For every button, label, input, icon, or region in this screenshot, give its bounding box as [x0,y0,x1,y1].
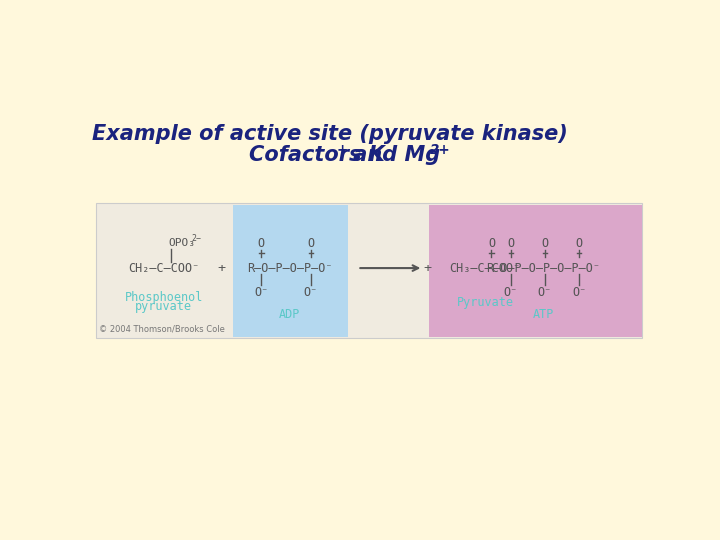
Text: +: + [336,143,348,157]
Text: and Mg: and Mg [346,145,440,165]
Text: +: + [423,261,431,274]
Text: O: O [541,237,549,250]
Text: CH₂–C–COO⁻: CH₂–C–COO⁻ [128,261,199,274]
Text: R–O–P–O–P–O–P–O⁻: R–O–P–O–P–O–P–O⁻ [487,261,600,274]
Text: O⁻: O⁻ [304,286,318,299]
Text: O: O [575,237,582,250]
Text: 2−: 2− [192,234,202,244]
Text: © 2004 Thomson/Brooks Cole: © 2004 Thomson/Brooks Cole [99,325,225,334]
Text: O: O [258,237,265,250]
Text: pyruvate: pyruvate [135,300,192,313]
Text: ADP: ADP [279,308,301,321]
Text: O: O [307,237,315,250]
Text: O⁻: O⁻ [572,286,586,299]
Text: Phosphoenol: Phosphoenol [125,291,203,304]
Text: Example of active site (pyruvate kinase): Example of active site (pyruvate kinase) [92,124,568,144]
Text: O⁻: O⁻ [504,286,518,299]
Bar [428,205,642,336]
Bar [233,205,348,336]
Text: ATP: ATP [533,308,554,321]
Bar [96,204,642,338]
Text: OPO₃: OPO₃ [168,239,195,248]
Text: O⁻: O⁻ [538,286,552,299]
Text: +: + [217,261,226,274]
Text: R–O–P–O–P–O⁻: R–O–P–O–P–O⁻ [247,261,333,274]
Text: CH₃–C–COO⁻: CH₃–C–COO⁻ [449,261,521,274]
Text: O: O [488,237,495,250]
Text: O⁻: O⁻ [254,286,269,299]
Text: Pyruvate: Pyruvate [456,296,514,309]
Text: O: O [508,237,514,250]
Text: 2+: 2+ [429,143,450,157]
Text: Cofactors K: Cofactors K [249,145,384,165]
